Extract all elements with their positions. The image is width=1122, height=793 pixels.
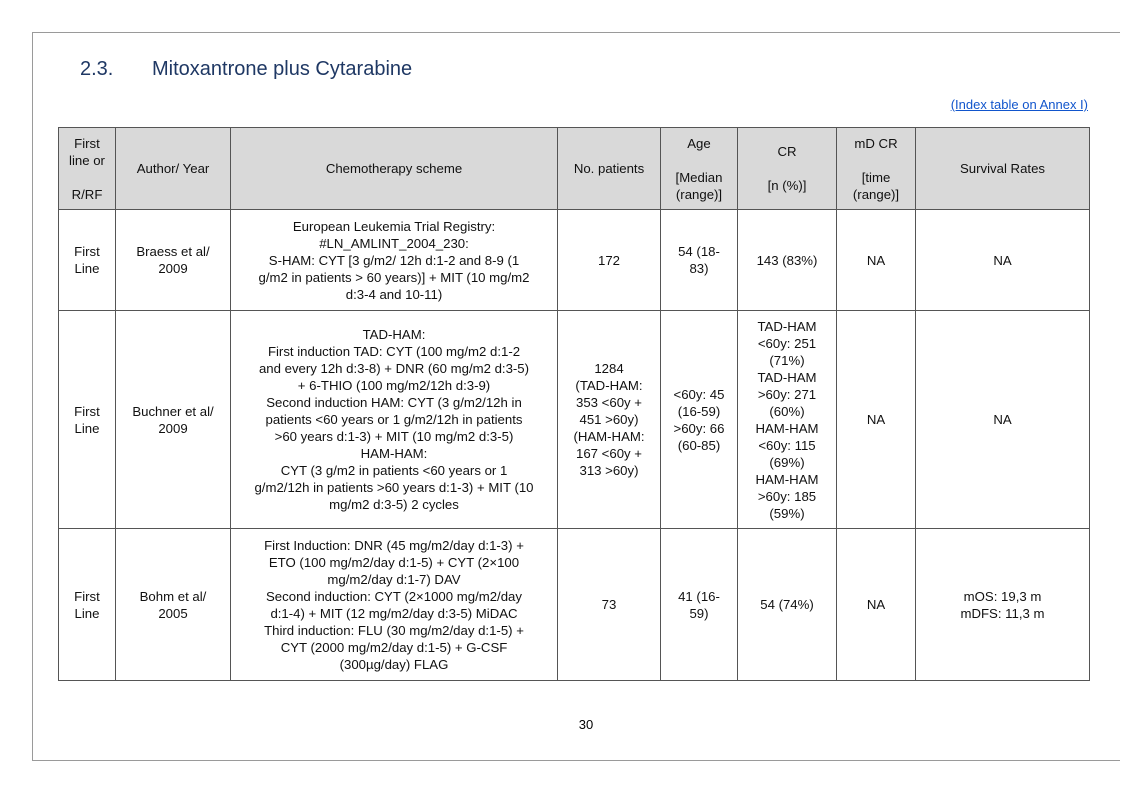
line-header: First line or R/RF	[58, 127, 116, 210]
cr-cell: TAD-HAM <60y: 251 (71%) TAD-HAM >60y: 27…	[737, 310, 837, 529]
patients-cell: 1284 (TAD-HAM: 353 <60y + 451 >60y) (HAM…	[557, 310, 661, 529]
survival-cell: NA	[915, 209, 1090, 311]
table-header-row: First line or R/RF Author/ Year Chemothera…	[58, 127, 1090, 210]
mdcr-cell: NA	[836, 310, 916, 529]
line-cell: First Line	[58, 209, 116, 311]
age-header: Age [Median (range)]	[660, 127, 738, 210]
section-number: 2.3.	[80, 58, 114, 80]
scheme-cell: First Induction: DNR (45 mg/m2/day d:1-3…	[230, 528, 558, 681]
cr-header: CR [n (%)]	[737, 127, 837, 210]
author-cell: Bohm et al/ 2005	[115, 528, 231, 681]
survival-header: Survival Rates	[915, 127, 1090, 210]
section-heading: 2.3. Mitoxantrone plus Cytarabine	[80, 58, 412, 81]
study-table: First line or R/RF Author/ Year Chemothera…	[58, 127, 1090, 681]
age-cell: 54 (18- 83)	[660, 209, 738, 311]
patients-header: No. patients	[557, 127, 661, 210]
cr-cell: 54 (74%)	[737, 528, 837, 681]
cr-cell: 143 (83%)	[737, 209, 837, 311]
patients-cell: 73	[557, 528, 661, 681]
mdcr-cell: NA	[836, 528, 916, 681]
line-cell: First Line	[58, 528, 116, 681]
age-cell: 41 (16- 59)	[660, 528, 738, 681]
page-frame	[32, 32, 1120, 761]
mdcr-cell: NA	[836, 209, 916, 311]
scheme-cell: European Leukemia Trial Registry: #LN_AM…	[230, 209, 558, 311]
age-cell: <60y: 45 (16-59) >60y: 66 (60-85)	[660, 310, 738, 529]
author-cell: Braess et al/ 2009	[115, 209, 231, 311]
survival-cell: mOS: 19,3 m mDFS: 11,3 m	[915, 528, 1090, 681]
scheme-cell: TAD-HAM: First induction TAD: CYT (100 m…	[230, 310, 558, 529]
mdcr-header: mD CR [time (range)]	[836, 127, 916, 210]
index-table-link[interactable]: (Index table on Annex I)	[950, 97, 1088, 112]
section-title: Mitoxantrone plus Cytarabine	[152, 58, 413, 80]
survival-cell: NA	[915, 310, 1090, 529]
table-row: First Line Bohm et al/ 2005 First Inductio…	[58, 528, 1090, 681]
page-number: 30	[578, 717, 594, 732]
scheme-header: Chemotherapy scheme	[230, 127, 558, 210]
table-row: First Line Braess et al/ 2009 European Leu…	[58, 209, 1090, 311]
patients-cell: 172	[557, 209, 661, 311]
line-cell: First Line	[58, 310, 116, 529]
author-header: Author/ Year	[115, 127, 231, 210]
table-row: First Line Buchner et al/ 2009 TAD-HAM: Fi…	[58, 310, 1090, 529]
author-cell: Buchner et al/ 2009	[115, 310, 231, 529]
